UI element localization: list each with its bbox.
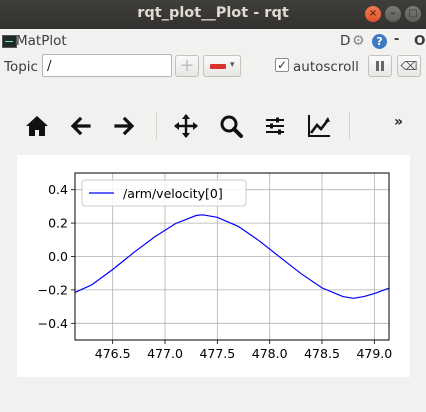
plugin-dock-button[interactable]: D bbox=[340, 33, 351, 49]
x-tick-label: 477.5 bbox=[199, 346, 235, 361]
series-line bbox=[74, 214, 390, 299]
matplot-icon bbox=[2, 35, 17, 48]
x-tick-label: 477.0 bbox=[147, 346, 183, 361]
zoom-icon bbox=[220, 115, 243, 138]
plugin-minimize-button[interactable]: - bbox=[394, 32, 400, 47]
home-icon bbox=[26, 116, 48, 136]
back-button[interactable] bbox=[65, 110, 97, 142]
toolbar-separator bbox=[156, 112, 157, 140]
pause-button[interactable] bbox=[368, 55, 392, 77]
legend-label: /arm/velocity[0] bbox=[123, 186, 223, 201]
y-tick-label: −0.2 bbox=[38, 282, 68, 297]
forward-button[interactable] bbox=[108, 110, 140, 142]
minus-icon bbox=[210, 64, 226, 69]
x-tick-label: 478.5 bbox=[304, 346, 340, 361]
back-icon bbox=[70, 116, 91, 136]
add-topic-button[interactable]: + bbox=[175, 55, 199, 77]
plot-toolbar: » bbox=[0, 108, 426, 144]
line-chart[interactable]: 476.5 477.0 477.5 478.0 478.5 479.0 −0.4 −0.2 0.… bbox=[17, 155, 410, 377]
edit-axes-icon bbox=[308, 115, 330, 137]
window-title: rqt_plot__Plot - rqt bbox=[137, 5, 289, 21]
axes-frame bbox=[74, 172, 390, 341]
chevron-down-icon: ▾ bbox=[230, 60, 235, 70]
plot-canvas[interactable]: 476.5 477.0 477.5 478.0 478.5 479.0 −0.4 −0.2 0.… bbox=[17, 155, 410, 377]
topic-label: Topic bbox=[4, 59, 38, 75]
plugin-title: MatPlot bbox=[16, 33, 67, 49]
window-maximize-button[interactable]: □ bbox=[405, 6, 421, 22]
pan-icon bbox=[174, 114, 198, 138]
y-tick-label: −0.4 bbox=[38, 316, 68, 331]
autoscroll-checkbox[interactable]: ✓ bbox=[275, 58, 289, 72]
forward-icon bbox=[114, 116, 135, 136]
y-tick-label: 0.0 bbox=[48, 249, 68, 264]
y-tick-label: 0.4 bbox=[48, 182, 68, 197]
gear-icon[interactable]: ⚙ bbox=[352, 33, 365, 49]
topic-input[interactable] bbox=[42, 54, 172, 77]
configure-icon bbox=[266, 117, 284, 135]
pan-button[interactable] bbox=[170, 110, 202, 142]
toolbar-overflow-button[interactable]: » bbox=[394, 114, 404, 130]
window-minimize-button[interactable]: – bbox=[385, 6, 401, 22]
x-tick-label: 479.0 bbox=[356, 346, 392, 361]
edit-axes-button[interactable] bbox=[303, 110, 335, 142]
plugin-header: MatPlot D ⚙ ? - O bbox=[0, 30, 426, 52]
configure-subplots-button[interactable] bbox=[259, 110, 291, 142]
zoom-button[interactable] bbox=[215, 110, 247, 142]
window-titlebar: × – □ rqt_plot__Plot - rqt bbox=[0, 0, 426, 29]
help-button[interactable]: ? bbox=[372, 34, 387, 49]
legend-box bbox=[81, 179, 247, 207]
topic-row: Topic + ▾ ✓ autoscroll ⌫ bbox=[0, 54, 426, 80]
x-tick-label: 478.0 bbox=[252, 346, 288, 361]
y-tick-label: 0.2 bbox=[48, 216, 68, 231]
plugin-close-button[interactable]: O bbox=[414, 33, 426, 49]
toolbar-separator bbox=[349, 112, 350, 140]
autoscroll-label: autoscroll bbox=[293, 59, 359, 75]
remove-topic-button[interactable]: ▾ bbox=[203, 55, 241, 77]
window-close-button[interactable]: × bbox=[365, 6, 381, 22]
x-tick-label: 476.5 bbox=[95, 346, 131, 361]
home-button[interactable] bbox=[21, 110, 53, 142]
clear-button[interactable]: ⌫ bbox=[397, 55, 421, 77]
